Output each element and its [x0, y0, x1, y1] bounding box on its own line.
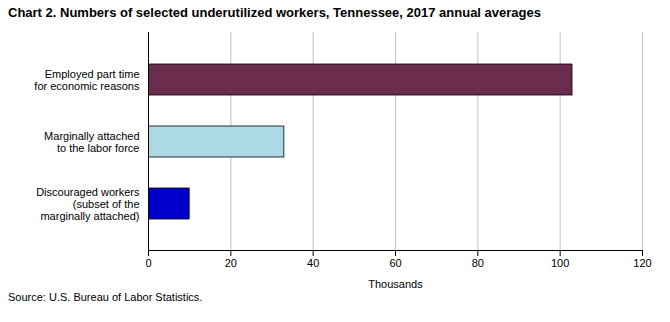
svg-text:Thousands: Thousands	[368, 278, 423, 290]
svg-text:20: 20	[225, 257, 237, 269]
svg-text:Marginally attachedto the labo: Marginally attachedto the labor force	[44, 130, 139, 154]
svg-text:80: 80	[472, 257, 484, 269]
html-text:Source: U.S. Bureau of Labor S: Source: U.S. Bureau of Labor Statistics.	[8, 291, 203, 303]
html-text:Chart 2. Numbers of selected u: Chart 2. Numbers of selected underutiliz…	[8, 5, 541, 20]
svg-text:0: 0	[145, 257, 151, 269]
svg-text:Discouraged workers(subset of: Discouraged workers(subset of themargina…	[36, 186, 140, 222]
svg-text:60: 60	[389, 257, 401, 269]
svg-text:40: 40	[307, 257, 319, 269]
svg-text:Employed part timefor economic: Employed part timefor economic reasons	[34, 68, 140, 92]
svg-text:120: 120	[633, 257, 651, 269]
svg-text:100: 100	[551, 257, 569, 269]
